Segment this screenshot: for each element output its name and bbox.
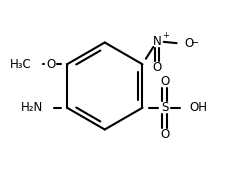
Text: O: O: [46, 58, 55, 71]
Text: H₂N: H₂N: [21, 101, 43, 114]
Text: H₃C: H₃C: [10, 58, 32, 71]
Text: −: −: [190, 38, 198, 48]
Text: O: O: [159, 128, 169, 141]
Text: S: S: [160, 101, 168, 114]
Text: O: O: [183, 37, 193, 50]
Text: O: O: [159, 75, 169, 88]
Text: OH: OH: [188, 101, 207, 114]
Text: O: O: [152, 61, 161, 74]
Text: +: +: [162, 31, 169, 40]
Text: N: N: [152, 35, 161, 48]
